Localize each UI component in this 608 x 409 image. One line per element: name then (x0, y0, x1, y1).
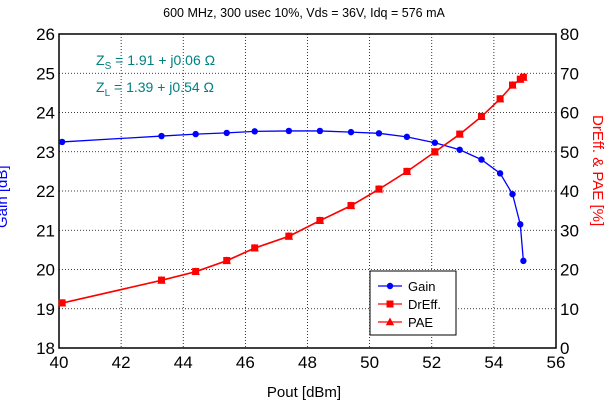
series-layer (57, 73, 528, 307)
y-axis-right-label: DrEff. & PAE [%] (589, 115, 606, 227)
zs-symbol: Z (96, 52, 105, 68)
data-point-gain (431, 139, 439, 146)
data-point-pae (191, 267, 200, 276)
y-left-tick-label: 26 (36, 25, 55, 44)
legend-label: DrEff. (408, 297, 441, 312)
data-point-gain (223, 129, 230, 137)
data-point-gain (316, 127, 324, 135)
legend: Gain DrEff. PAE (369, 270, 457, 336)
data-point-gain (478, 156, 485, 163)
data-point-pae (284, 232, 294, 240)
series-line-gain (62, 130, 525, 261)
x-tick-label: 54 (484, 353, 503, 372)
x-tick-label: 52 (422, 353, 441, 372)
legend-marker (385, 317, 395, 326)
x-axis-label: Pout [dBm] (266, 384, 342, 401)
x-tick-label: 56 (547, 353, 566, 372)
legend-label: Gain (408, 279, 435, 294)
data-point-pae (222, 256, 231, 265)
x-tick-label: 48 (298, 353, 317, 372)
data-point-gain (347, 128, 355, 136)
data-point-pae (508, 80, 517, 89)
y-left-tick-label: 19 (36, 300, 55, 319)
y-right-tick-label: 70 (560, 64, 579, 83)
y-right-tick-label: 80 (560, 25, 579, 44)
plot-frame (58, 33, 557, 349)
series-line-dreff (61, 76, 524, 304)
data-point-gain (251, 128, 258, 135)
data-point-gain (509, 190, 516, 198)
data-point-gain (285, 127, 293, 135)
y-right-tick-label: 40 (560, 182, 579, 201)
data-point-pae (157, 275, 166, 284)
x-tick-label: 46 (236, 353, 255, 372)
x-tick-label: 50 (360, 353, 379, 372)
y-right-tick-label: 60 (560, 104, 579, 123)
chart-title: 600 MHz, 300 usec 10%, Vds = 36V, Idq = … (163, 6, 445, 20)
zl-symbol: Z (96, 79, 105, 95)
legend-marker (386, 282, 394, 290)
data-point-pae (374, 184, 384, 193)
legend-marker (386, 300, 394, 308)
y-left-tick-label: 22 (36, 182, 55, 201)
zl-subscript: L (104, 87, 111, 99)
data-point-pae (430, 147, 440, 156)
load-impedance-annotation: ZL = 1.39 + j0.54 Ω (96, 79, 214, 99)
zl-value: = 1.39 + j0.54 Ω (110, 79, 214, 95)
x-tick-label: 44 (174, 353, 193, 372)
x-tick-label: 42 (112, 353, 131, 372)
y-left-tick-label: 20 (36, 261, 55, 280)
x-tick-label: 40 (50, 353, 69, 372)
data-point-gain (496, 170, 504, 177)
data-point-pae (315, 216, 325, 225)
data-point-pae (455, 129, 464, 138)
y-right-tick-label: 0 (560, 339, 569, 358)
data-point-pae (519, 73, 528, 81)
y-right-tick-label: 50 (560, 143, 579, 162)
data-point-gain (375, 130, 383, 137)
data-point-gain (456, 146, 463, 153)
data-point-gain (58, 138, 66, 146)
data-point-gain (520, 257, 527, 265)
data-point-pae (346, 201, 356, 210)
y-left-tick-label: 18 (36, 339, 55, 358)
zs-subscript: S (104, 60, 112, 72)
data-point-pae (57, 298, 67, 307)
data-point-pae (477, 112, 486, 121)
y-left-tick-label: 24 (36, 104, 55, 123)
y-left-tick-label: 23 (36, 143, 55, 162)
data-point-pae (250, 243, 259, 252)
source-impedance-annotation: ZS = 1.91 + j0.06 Ω (96, 52, 215, 72)
y-left-tick-label: 25 (36, 64, 55, 83)
data-point-pae (402, 167, 412, 175)
y-left-tick-label: 21 (36, 221, 55, 240)
legend-label: PAE (408, 315, 433, 330)
tick-labels: 40 42 44 46 48 50 52 54 56 18 19 20 21 22 23 24 25 26 0 10 2… (36, 25, 579, 372)
y-right-tick-label: 20 (560, 261, 579, 280)
data-point-gain (517, 221, 524, 228)
y-right-tick-label: 10 (560, 300, 579, 319)
data-point-gain (403, 133, 411, 141)
y-right-tick-label: 30 (560, 221, 579, 240)
data-point-gain (158, 132, 165, 140)
y-axis-left-label: Gain [dB] (0, 165, 11, 228)
data-point-pae (495, 94, 505, 103)
zs-value: = 1.91 + j0.06 Ω (111, 52, 216, 68)
legend-box (369, 270, 457, 336)
data-point-gain (192, 130, 199, 138)
